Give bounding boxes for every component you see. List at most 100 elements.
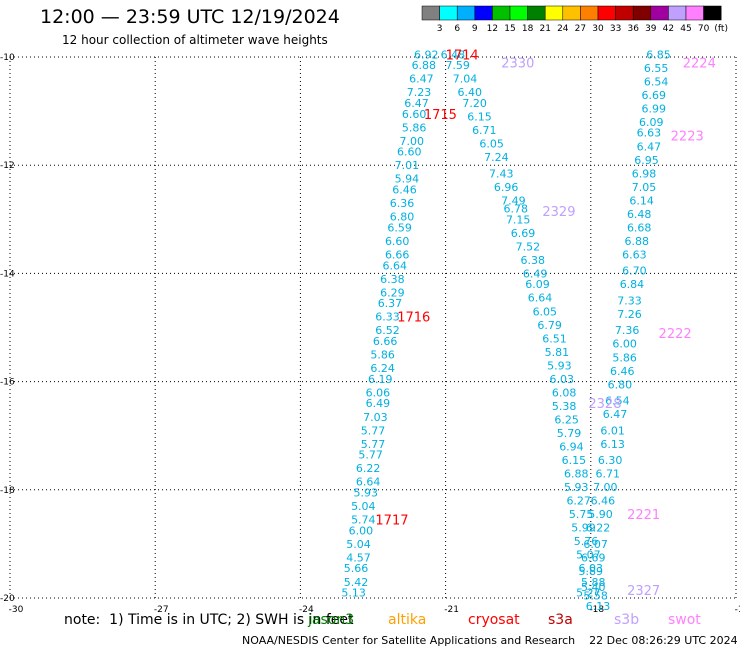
wave-height-value: 6.46	[392, 184, 417, 197]
wave-height-value: 6.64	[383, 259, 408, 272]
wave-height-value: 7.04	[453, 73, 478, 86]
wave-height-value: 6.01	[600, 424, 625, 437]
wave-height-value: 6.80	[390, 211, 415, 224]
wave-height-value: 6.94	[559, 441, 584, 454]
colorbar-swatch	[527, 5, 546, 21]
wave-height-value: 6.52	[375, 324, 400, 337]
wave-height-value: 6.95	[634, 154, 659, 167]
colorbar-swatch	[615, 5, 634, 21]
colorbar-label: 33	[610, 24, 621, 34]
pass-time-label: 2329	[542, 205, 575, 220]
colorbar-swatch	[580, 5, 599, 21]
colorbar-swatch	[439, 5, 458, 21]
wave-height-value: 5.77	[361, 424, 386, 437]
pass-time-label: 2224	[683, 56, 716, 71]
wave-height-value: 5.81	[545, 346, 570, 359]
latitude-tick-label: -12	[0, 161, 15, 171]
wave-height-value: 5.74	[351, 514, 376, 527]
wave-height-value: 5.88	[581, 576, 606, 589]
wave-height-value: 7.52	[516, 240, 541, 253]
wave-height-value: 6.06	[366, 386, 391, 399]
wave-height-value: 6.88	[412, 59, 437, 72]
wave-height-value: 6.46	[591, 495, 616, 508]
wave-height-value: 6.80	[608, 378, 633, 391]
wave-height-value: 6.36	[390, 197, 415, 210]
wave-height-value: 7.03	[363, 411, 388, 424]
wave-height-value: 5.66	[344, 562, 369, 575]
wave-height-value: 6.24	[370, 362, 395, 375]
wave-height-value: 7.43	[489, 167, 514, 180]
colorbar-swatch	[509, 5, 528, 21]
credit-line: NOAA/NESDIS Center for Satellite Applica…	[242, 634, 738, 647]
wave-height-value: 6.40	[458, 86, 483, 99]
colorbar-swatch	[597, 5, 616, 21]
wave-height-value: 7.15	[506, 213, 531, 226]
wave-height-value: 6.09	[639, 116, 664, 129]
wave-height-value: 6.48	[627, 208, 652, 221]
wave-height-value: 7.49	[501, 194, 526, 207]
wave-height-value: 6.60	[385, 235, 410, 248]
latitude-tick-label: -20	[0, 594, 15, 604]
wave-height-value: 6.47	[404, 97, 429, 110]
wave-height-value: 6.69	[641, 89, 666, 102]
wave-height-value: 4.57	[346, 551, 371, 564]
wave-height-value: 6.22	[356, 462, 381, 475]
page-subtitle: 12 hour collection of altimeter wave hei…	[62, 33, 328, 47]
wave-height-value: 6.37	[378, 297, 403, 310]
wave-height-value: 6.48	[441, 48, 466, 61]
wave-height-value: 6.88	[625, 235, 650, 248]
wave-height-value: 6.09	[525, 278, 550, 291]
page-title: 12:00 — 23:59 UTC 12/19/2024	[40, 6, 340, 28]
colorbar-label: 21	[539, 24, 550, 34]
colorbar-swatch	[632, 5, 652, 21]
wave-height-value: 6.84	[620, 278, 645, 291]
wave-height-value: 6.46	[610, 365, 635, 378]
wave-height-value: 5.93	[564, 481, 589, 494]
latitude-tick-label: -10	[0, 53, 15, 63]
pass-time-label: 1716	[397, 311, 430, 326]
wave-height-value: 6.51	[542, 332, 567, 345]
wave-height-value: 5.13	[341, 587, 366, 600]
wave-height-value: 6.13	[600, 438, 625, 451]
colorbar-swatch	[703, 5, 722, 21]
wave-height-value: 6.27	[566, 495, 591, 508]
pass-time-label: 1715	[424, 108, 457, 123]
wave-height-value: 5.89	[579, 565, 604, 578]
colorbar-swatch	[685, 5, 704, 21]
wave-height-value: 6.64	[528, 292, 553, 305]
wave-height-value: 5.27	[576, 587, 601, 600]
colorbar-label: 27	[575, 24, 586, 34]
pass-labels: 1714 1715 1716 1717 2330 2329 2328 2327 2224 2223…	[375, 48, 715, 599]
wave-height-value: 6.00	[612, 338, 637, 351]
colorbar-label: 39	[645, 24, 657, 34]
axis-tick-labels: -30 -27 -24 -21 -18 -15 -10 -12 -14 -16 -18 -20	[0, 53, 740, 615]
wave-height-value: 6.19	[368, 373, 393, 386]
wave-height-value: 7.33	[617, 294, 642, 307]
wave-height-value: 5.77	[358, 449, 383, 462]
colorbar-swatch	[668, 5, 687, 21]
wave-height-value: 7.36	[615, 324, 640, 337]
map-grid	[9, 56, 737, 599]
wave-height-value: 6.54	[644, 75, 669, 88]
colorbar-label: 24	[557, 24, 569, 34]
wave-height-value: 6.59	[387, 221, 412, 234]
wave-height-value: 7.05	[632, 181, 657, 194]
wave-height-value: 6.66	[385, 248, 410, 261]
wave-height-value: 6.25	[554, 413, 579, 426]
wave-height-value: 6.63	[637, 127, 662, 140]
wave-height-value: 6.92	[414, 48, 439, 61]
colorbar-label: 36	[627, 24, 639, 34]
colorbar-swatch	[544, 5, 564, 21]
wave-height-value: 6.07	[583, 538, 608, 551]
legend-item-jason3: jason3	[308, 612, 355, 628]
colorbar-label: 18	[522, 24, 534, 34]
wave-height-value: 6.64	[356, 476, 381, 489]
wave-height-value: 5.40	[581, 581, 606, 594]
wave-height-value: 6.47	[409, 73, 434, 86]
wave-height-value: 6.29	[380, 286, 405, 299]
colorbar-label: 42	[663, 24, 674, 34]
wave-height-value: 6.03	[550, 373, 575, 386]
latitude-tick-label: -14	[0, 269, 15, 279]
wave-height-value: 6.13	[586, 600, 611, 613]
legend-item-altika: altika	[388, 612, 427, 628]
